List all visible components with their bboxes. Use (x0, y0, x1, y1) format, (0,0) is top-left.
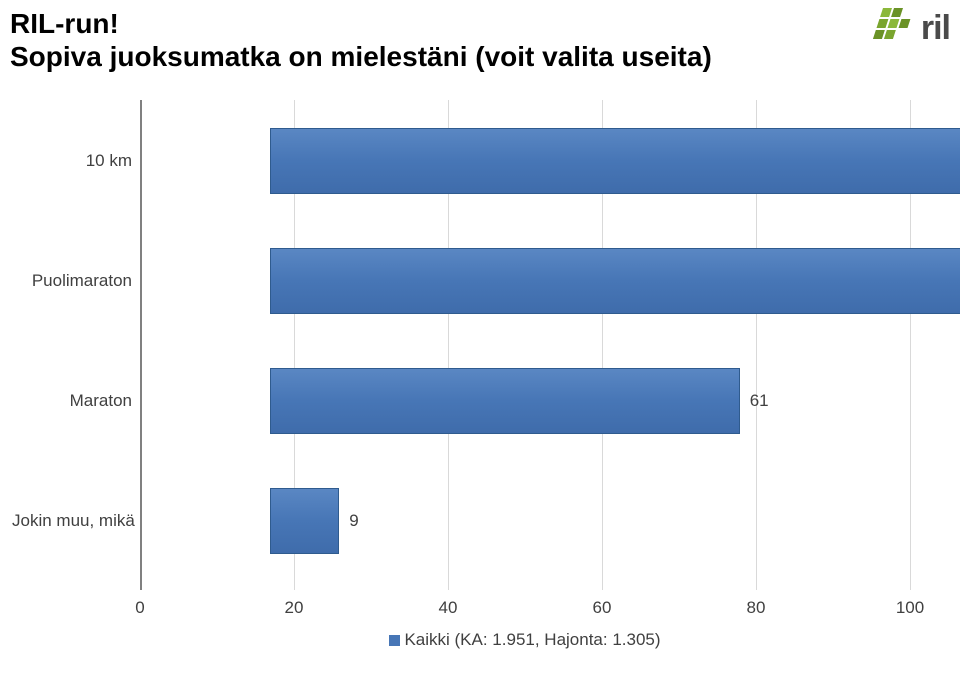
x-tick-label: 100 (896, 598, 924, 618)
x-tick-label: 40 (439, 598, 458, 618)
page-title-sub: Sopiva juoksumatka on mielestäni (voit v… (10, 40, 712, 74)
ril-logo: ril (869, 8, 950, 48)
x-tick-label: 20 (285, 598, 304, 618)
bar (270, 128, 960, 194)
legend-swatch-icon (389, 635, 400, 646)
x-tick-label: 60 (593, 598, 612, 618)
bar (270, 248, 960, 314)
header: RIL-run! Sopiva juoksumatka on mielestän… (10, 8, 950, 74)
category-label: Puolimaraton (12, 271, 132, 291)
legend-text: Kaikki (KA: 1.951, Hajonta: 1.305) (404, 630, 660, 649)
bar-value-label: 9 (349, 511, 358, 531)
ril-logo-mark-icon (869, 8, 915, 48)
ril-logo-text: ril (921, 9, 950, 48)
bar-chart: 92106619 10 kmPuolimaratonMaratonJokin m… (10, 100, 950, 660)
category-label: 10 km (12, 151, 132, 171)
x-tick-label: 80 (747, 598, 766, 618)
bar-value-label: 61 (750, 391, 769, 411)
bar (270, 488, 339, 554)
category-label: Maraton (12, 391, 132, 411)
plot-area: 92106619 (140, 100, 910, 590)
title-block: RIL-run! Sopiva juoksumatka on mielestän… (10, 8, 712, 74)
page-title-main: RIL-run! (10, 8, 712, 40)
category-label: Jokin muu, mikä (12, 511, 132, 531)
y-axis-line (140, 100, 142, 590)
bar (270, 368, 740, 434)
legend: Kaikki (KA: 1.951, Hajonta: 1.305) (140, 630, 910, 650)
x-tick-label: 0 (135, 598, 144, 618)
